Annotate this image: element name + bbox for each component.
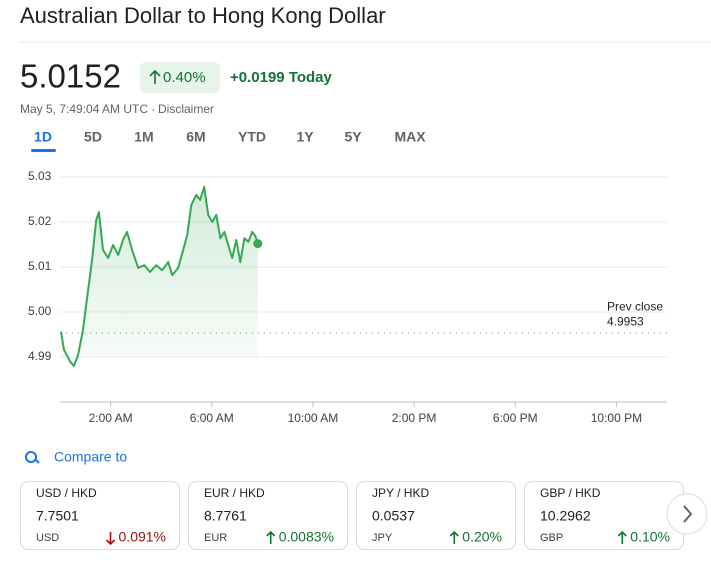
x-tick-label: 6:00 AM [190,411,234,425]
range-tab[interactable]: MAX [394,129,426,145]
pair-price: 8.7761 [204,508,247,524]
compare-card[interactable] [356,481,516,550]
y-tick-label: 5.00 [28,304,52,318]
compare-card[interactable] [20,481,180,550]
timestamp: May 5, 7:49:04 AM UTC · [20,102,155,116]
down-arrow-icon [105,532,116,546]
compare-label[interactable]: Compare to [54,449,127,465]
change-pct: 0.40% [163,69,206,86]
pair-price: 10.2962 [540,508,591,524]
prev-close-label: Prev close [607,299,663,313]
pair-price: 7.7501 [36,508,79,524]
pair-name: GBP / HKD [540,486,601,500]
pair-change: 0.091% [119,529,166,545]
pair-change: 0.20% [462,529,502,545]
page-title: Australian Dollar to Hong Kong Dollar [20,3,386,28]
compare-card[interactable] [188,481,348,550]
current-point [253,239,263,249]
range-tab[interactable]: YTD [238,129,266,145]
x-tick-label: 2:00 AM [89,411,133,425]
area [61,186,258,366]
y-tick-label: 5.02 [28,214,52,228]
range-tab[interactable]: 1M [134,129,153,145]
currency-code: JPY [372,532,393,544]
pair-name: EUR / HKD [204,486,265,500]
change-abs: +0.0199 Today [230,69,333,86]
up-arrow-icon [266,530,276,544]
currency-code: GBP [540,532,563,544]
y-tick-label: 4.99 [28,349,52,363]
up-arrow-icon [449,530,459,544]
y-tick-label: 5.01 [28,259,52,273]
range-tab[interactable]: 5Y [344,129,362,145]
x-tick-label: 10:00 PM [591,411,642,425]
range-tabs: 1D 5D 1M 6M YTD 1Y 5Y MAX [31,129,426,152]
pair-change: 0.10% [630,529,670,545]
pair-name: JPY / HKD [372,486,429,500]
compare-cards: USD / HKD 7.7501 USD 0.091% EUR / HKD 8.7761 E… [20,481,684,550]
up-arrow-icon [149,69,161,84]
y-tick-label: 5.03 [28,169,52,183]
line [60,185,259,367]
currency-code: USD [36,532,59,544]
prev-close-value: 4.9953 [607,314,644,328]
price: 5.0152 [20,58,121,95]
tab-underline [31,149,56,152]
range-tab[interactable]: 5D [84,129,102,145]
disclaimer-link[interactable]: Disclaimer [158,102,214,116]
search-icon [25,451,40,464]
range-tab[interactable]: 6M [186,129,205,145]
pair-name: USD / HKD [36,486,97,500]
currency-code: EUR [204,532,227,544]
range-tab[interactable]: 1Y [296,129,314,145]
change-chip [140,62,220,93]
x-tick-label: 2:00 PM [392,411,437,425]
x-tick-label: 10:00 AM [288,411,339,425]
x-tick-label: 6:00 PM [493,411,538,425]
chevron-icon [683,505,693,523]
pair-price: 0.0537 [372,508,415,524]
chart: 4.99 5.00 5.01 5.02 5.03 2:00 AM 6:00 AM 10:00 … [28,169,667,425]
next-button[interactable] [666,493,708,535]
up-arrow-icon [617,530,627,544]
pair-change: 0.0083% [279,529,334,545]
range-tab[interactable]: 1D [34,129,52,145]
